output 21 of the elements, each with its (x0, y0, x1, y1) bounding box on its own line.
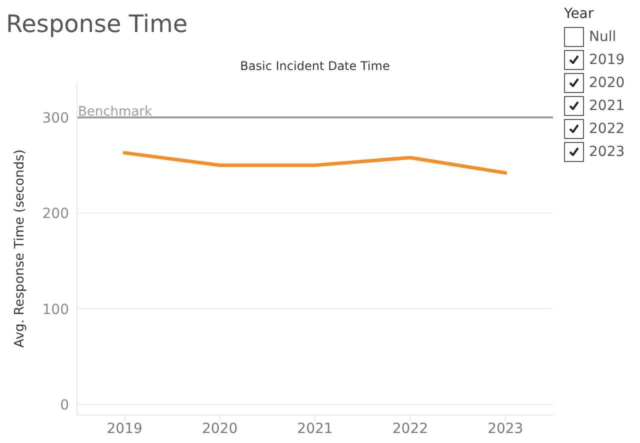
line-series (122, 151, 508, 175)
ref-line-label: Benchmark (78, 104, 153, 120)
x-tick-label: 2022 (392, 420, 428, 437)
text: 2020 (589, 74, 625, 90)
chart-title: Response Time (6, 10, 188, 38)
legend-title: Year (564, 6, 595, 22)
text: 2023 (589, 144, 625, 160)
y-tick-label: 100 (42, 302, 69, 318)
x-tick-label: 2023 (488, 420, 524, 437)
x-tick-label: 2020 (202, 420, 238, 437)
text: 2019 (589, 52, 625, 68)
text: 2021 (589, 98, 625, 114)
x-axis-title: Basic Incident Date Time (239, 59, 391, 73)
x-tick-label: 2021 (297, 420, 333, 437)
text: Null (589, 28, 616, 44)
y-tick-label: 300 (42, 110, 69, 126)
text: 2022 (589, 120, 625, 136)
y-tick-label: 200 (42, 206, 69, 222)
y-axis-title: Avg. Response Time (seconds) (12, 149, 28, 348)
y-tick-label: 0 (60, 397, 69, 414)
x-tick-label: 2019 (106, 420, 142, 437)
